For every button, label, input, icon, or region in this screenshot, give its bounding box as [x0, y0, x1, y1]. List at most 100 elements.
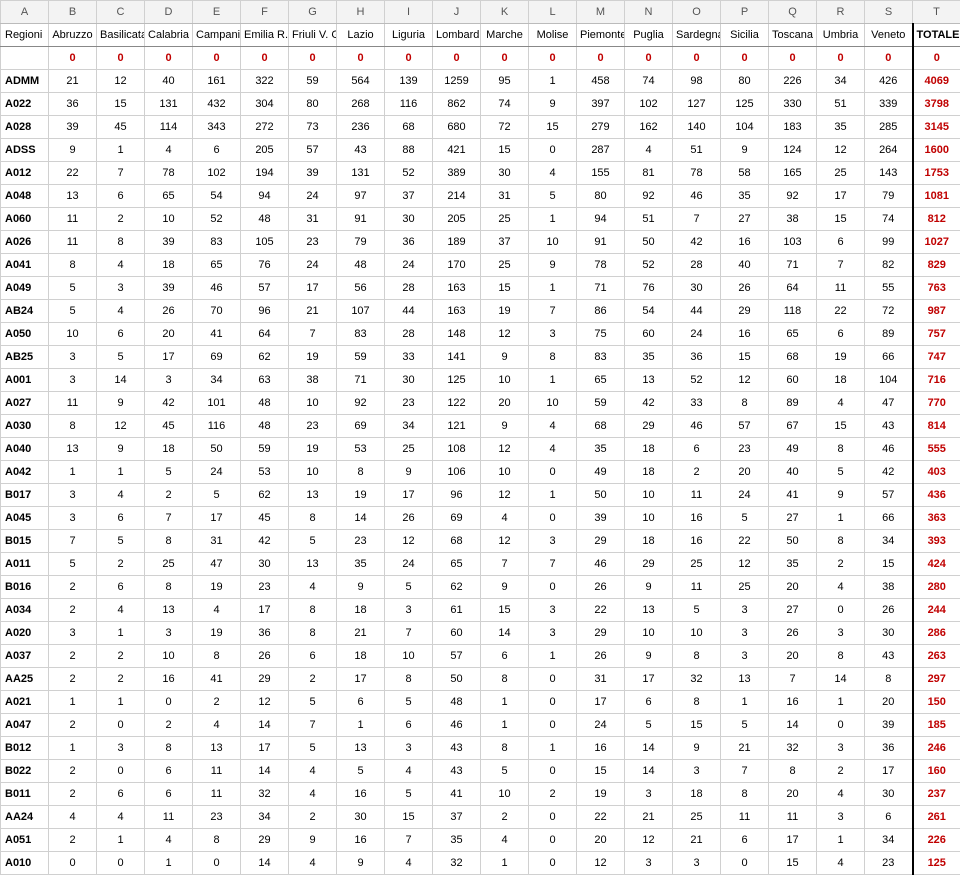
- cell-value: 6: [97, 783, 145, 806]
- cell-value: 6: [289, 645, 337, 668]
- cell-value: 118: [769, 300, 817, 323]
- cell-value: 20: [769, 645, 817, 668]
- cell-value: 52: [193, 208, 241, 231]
- cell-value: 32: [769, 737, 817, 760]
- row-total: 424: [913, 553, 960, 576]
- col-letter: M: [577, 1, 625, 24]
- cell-value: 99: [865, 231, 913, 254]
- cell-value: 29: [241, 829, 289, 852]
- cell-value: 45: [241, 507, 289, 530]
- cell-value: 71: [577, 277, 625, 300]
- cell-value: 8: [289, 622, 337, 645]
- cell-value: 32: [433, 852, 481, 875]
- cell-value: 24: [673, 323, 721, 346]
- row-total: 246: [913, 737, 960, 760]
- cell-value: 24: [289, 185, 337, 208]
- table-row: A0453671745814266940391016527166363: [1, 507, 960, 530]
- region-header: Liguria: [385, 24, 433, 47]
- cell-value: 48: [241, 208, 289, 231]
- cell-value: 25: [817, 162, 865, 185]
- cell-value: 279: [577, 116, 625, 139]
- cell-value: 54: [625, 300, 673, 323]
- cell-value: 67: [769, 415, 817, 438]
- cell-value: 0: [97, 760, 145, 783]
- cell-value: 8: [145, 530, 193, 553]
- cell-value: 1: [529, 645, 577, 668]
- col-letter: D: [145, 1, 193, 24]
- cell-value: 26: [769, 622, 817, 645]
- cell-value: 0: [529, 714, 577, 737]
- cell-value: 163: [433, 300, 481, 323]
- cell-value: 1: [97, 691, 145, 714]
- cell-value: 1: [49, 691, 97, 714]
- cell-value: 25: [385, 438, 433, 461]
- cell-value: 91: [337, 208, 385, 231]
- cell-value: 30: [481, 162, 529, 185]
- row-label: B022: [1, 760, 49, 783]
- region-header: Campania: [193, 24, 241, 47]
- cell-value: 1: [529, 484, 577, 507]
- cell-value: 92: [769, 185, 817, 208]
- cell-value: 0: [673, 47, 721, 70]
- row-label: A020: [1, 622, 49, 645]
- cell-value: 48: [241, 392, 289, 415]
- cell-value: 426: [865, 70, 913, 93]
- region-header: Puglia: [625, 24, 673, 47]
- row-label: AB24: [1, 300, 49, 323]
- col-letter: B: [49, 1, 97, 24]
- cell-value: 22: [721, 530, 769, 553]
- cell-value: 18: [625, 461, 673, 484]
- cell-value: 17: [769, 829, 817, 852]
- cell-value: 13: [193, 737, 241, 760]
- cell-value: 4: [817, 852, 865, 875]
- cell-value: 9: [625, 576, 673, 599]
- cell-value: 5: [337, 760, 385, 783]
- cell-value: 35: [769, 553, 817, 576]
- cell-value: 31: [289, 208, 337, 231]
- row-total: 393: [913, 530, 960, 553]
- cell-value: 50: [193, 438, 241, 461]
- row-label: A021: [1, 691, 49, 714]
- cell-value: 3: [721, 622, 769, 645]
- cell-value: 9: [481, 576, 529, 599]
- cell-value: 0: [337, 47, 385, 70]
- cell-value: 91: [577, 231, 625, 254]
- cell-value: 15: [97, 93, 145, 116]
- row-total: 555: [913, 438, 960, 461]
- cell-value: 16: [769, 691, 817, 714]
- cell-value: 25: [145, 553, 193, 576]
- cell-value: 78: [673, 162, 721, 185]
- row-label: A001: [1, 369, 49, 392]
- cell-value: 49: [769, 438, 817, 461]
- cell-value: 96: [433, 484, 481, 507]
- cell-value: 4: [481, 829, 529, 852]
- cell-value: 2: [817, 760, 865, 783]
- cell-value: 106: [433, 461, 481, 484]
- cell-value: 161: [193, 70, 241, 93]
- column-letters-row: ABCDEFGHIJKLMNOPQRST: [1, 1, 960, 24]
- col-letter: H: [337, 1, 385, 24]
- cell-value: 131: [145, 93, 193, 116]
- cell-value: 62: [241, 484, 289, 507]
- cell-value: 1: [97, 139, 145, 162]
- cell-value: 143: [865, 162, 913, 185]
- cell-value: 9: [385, 461, 433, 484]
- table-row: AB24542670962110744163197865444291182272…: [1, 300, 960, 323]
- cell-value: 17: [145, 346, 193, 369]
- cell-value: 5: [385, 691, 433, 714]
- cell-value: 1: [817, 829, 865, 852]
- cell-value: 2: [97, 645, 145, 668]
- cell-value: 13: [721, 668, 769, 691]
- row-total: 403: [913, 461, 960, 484]
- cell-value: 8: [817, 530, 865, 553]
- cell-value: 205: [241, 139, 289, 162]
- cell-value: 78: [577, 254, 625, 277]
- cell-value: 20: [769, 783, 817, 806]
- cell-value: 140: [673, 116, 721, 139]
- cell-value: 21: [49, 70, 97, 93]
- cell-value: 564: [337, 70, 385, 93]
- cell-value: 0: [529, 829, 577, 852]
- row-total: 770: [913, 392, 960, 415]
- cell-value: 2: [49, 714, 97, 737]
- col-letter: F: [241, 1, 289, 24]
